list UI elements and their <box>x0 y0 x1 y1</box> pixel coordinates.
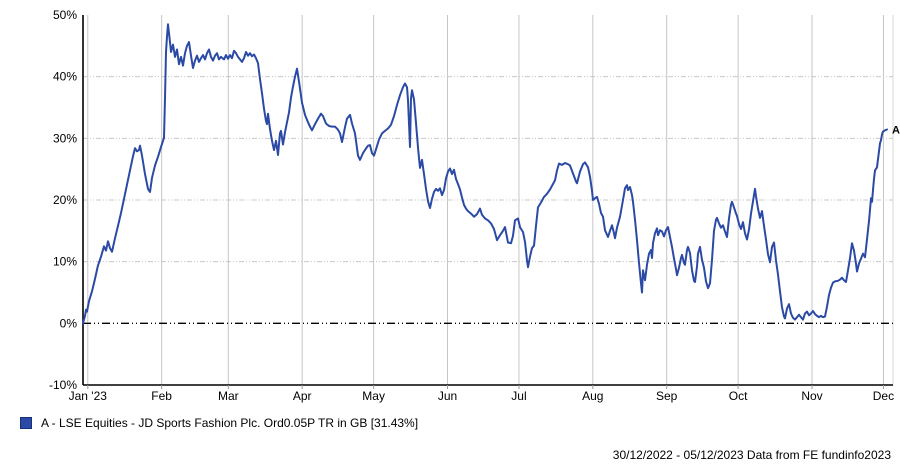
x-axis-label: Jun <box>438 389 457 403</box>
y-axis-label: -10% <box>49 378 77 392</box>
x-axis-label: Aug <box>582 389 603 403</box>
legend-swatch-a <box>20 417 32 429</box>
y-axis-label: 40% <box>53 70 77 84</box>
legend-label-a: A - LSE Equities - JD Sports Fashion Plc… <box>41 416 419 430</box>
x-axis-label: Oct <box>729 389 748 403</box>
x-axis-label: Nov <box>801 389 822 403</box>
x-axis-label: Feb <box>151 389 172 403</box>
x-axis-label: Mar <box>218 389 239 403</box>
y-axis-label: 50% <box>53 8 77 22</box>
x-axis-label: Dec <box>873 389 894 403</box>
x-axis-label: Jan '23 <box>69 389 108 403</box>
footer-daterange-note: 30/12/2022 - 05/12/2023 Data from FE fun… <box>612 448 891 462</box>
y-axis-label: 20% <box>53 193 77 207</box>
x-axis-label: Jul <box>511 389 526 403</box>
x-axis-ticks <box>87 385 884 389</box>
y-axis-label: 30% <box>53 131 77 145</box>
legend: A - LSE Equities - JD Sports Fashion Plc… <box>20 416 418 430</box>
percent-gridlines <box>83 76 893 263</box>
y-axis-label: 10% <box>53 255 77 269</box>
series-end-marker-a: A <box>892 125 900 137</box>
x-axis-label: Sep <box>656 389 678 403</box>
x-axis-label: Apr <box>293 389 312 403</box>
x-axis-labels: Jan '23 Feb Mar Apr May Jun Jul Aug Sep Oct Nov Dec <box>69 389 894 403</box>
y-axis-labels: 50% 40% 30% 20% 10% 0% -10% <box>49 8 77 392</box>
y-axis-label: 0% <box>60 316 78 330</box>
x-axis-label: May <box>362 389 385 403</box>
series-line-a <box>82 23 888 325</box>
